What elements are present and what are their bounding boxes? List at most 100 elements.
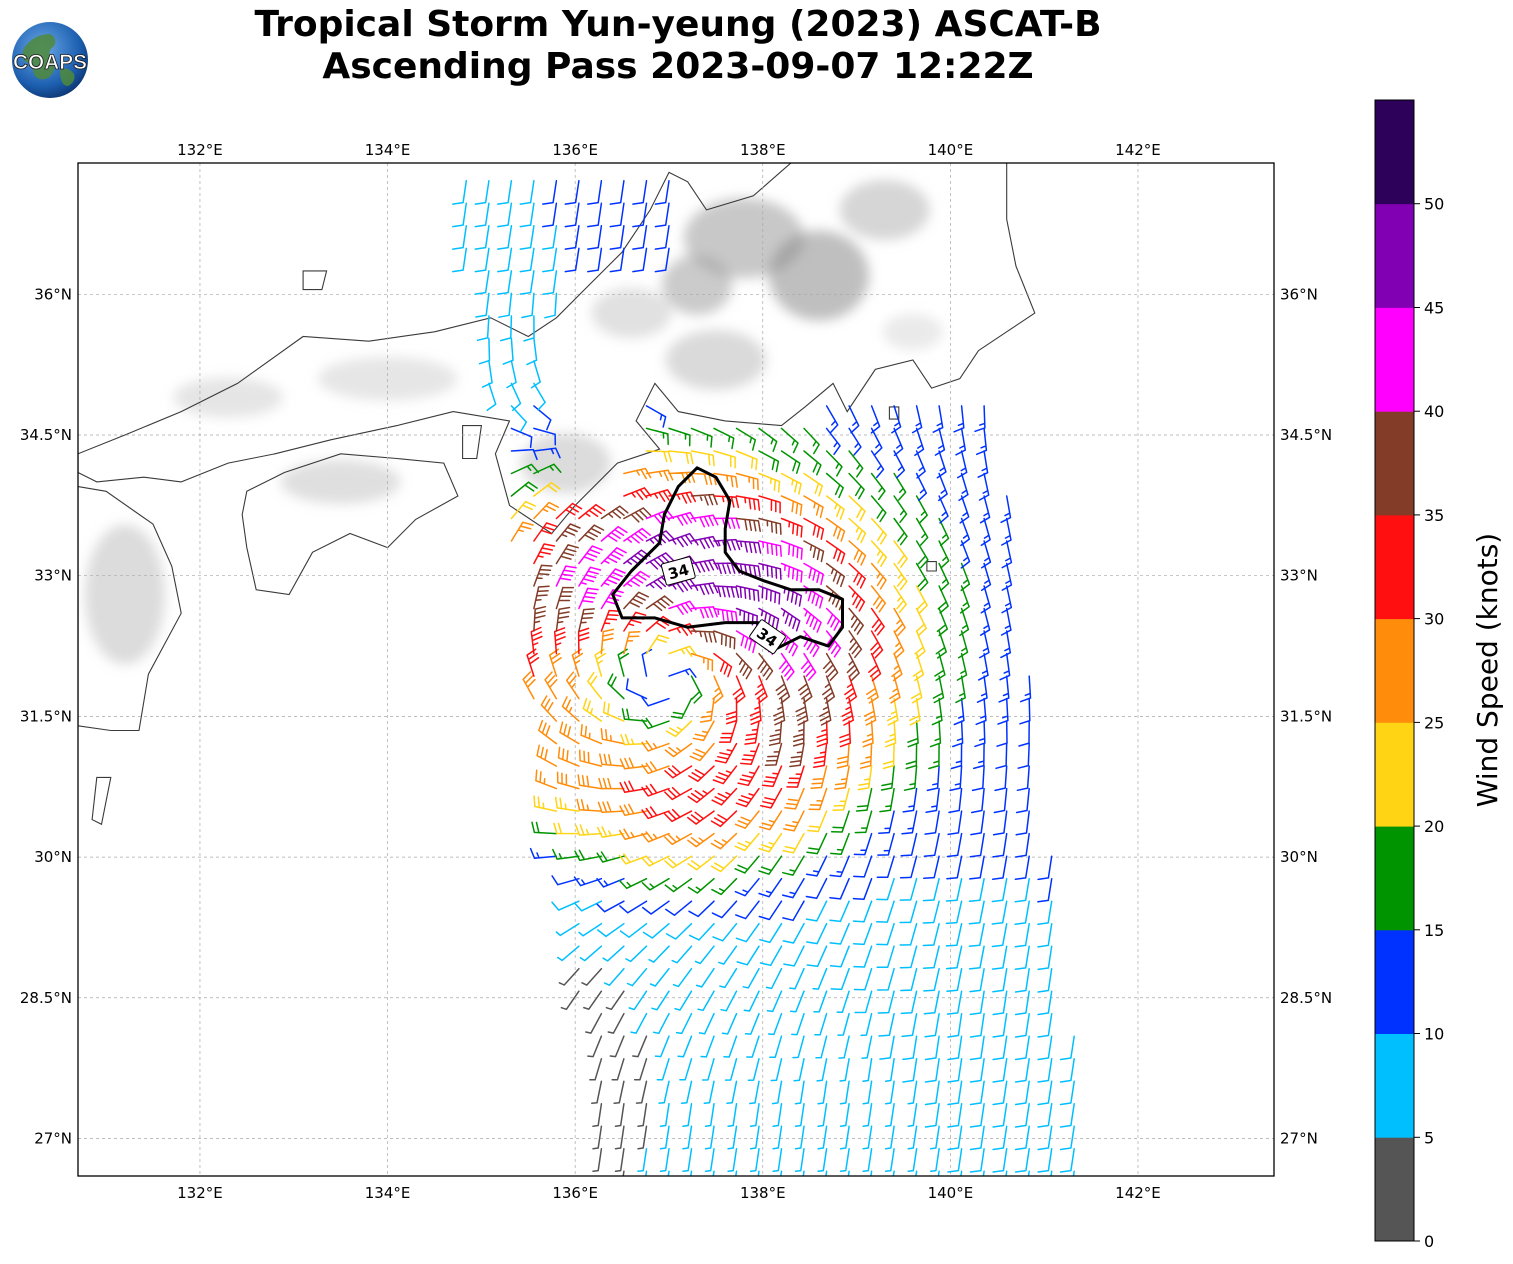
wind-barb xyxy=(533,463,562,475)
wind-barb xyxy=(960,1170,963,1176)
wind-barb xyxy=(749,1148,760,1173)
wind-barb xyxy=(659,1125,670,1150)
wind-barb xyxy=(946,855,963,880)
wind-barb xyxy=(837,1012,850,1036)
lon-tick-label-bottom: 138°E xyxy=(740,1184,786,1202)
lat-tick-label-right: 30°N xyxy=(1280,848,1318,866)
wind-barb xyxy=(672,967,693,988)
coastline xyxy=(78,486,182,732)
colorbar-tick-label: 20 xyxy=(1424,817,1444,836)
wind-barb xyxy=(551,900,580,911)
lat-tick-label-right: 27°N xyxy=(1280,1129,1318,1147)
colorbar-bin xyxy=(1375,203,1414,308)
wind-barb xyxy=(576,798,603,812)
wind-barb xyxy=(581,967,603,986)
wind-barb xyxy=(533,605,547,632)
wind-barb xyxy=(937,585,949,614)
wind-barb xyxy=(841,697,855,726)
wind-barb xyxy=(726,1080,738,1105)
wind-barb xyxy=(814,1012,828,1036)
wind-barb xyxy=(803,562,824,586)
wind-barb xyxy=(956,652,968,681)
wind-barb xyxy=(817,1103,828,1128)
wind-barb xyxy=(870,405,881,434)
wind-barb xyxy=(893,540,908,568)
wind-barb xyxy=(969,1035,985,1061)
wind-barb xyxy=(772,1103,783,1128)
colorbar: 0 5 10 15 20 25 30 35 40 45 50 Wind Speed (knots) xyxy=(1374,99,1504,1251)
wind-barb xyxy=(519,247,535,273)
wind-barb xyxy=(645,615,673,632)
wind-barb xyxy=(1014,1125,1030,1151)
wind-barb xyxy=(876,855,895,878)
wind-barb xyxy=(690,606,718,619)
wind-barb xyxy=(1037,1125,1053,1151)
wind-barb xyxy=(690,675,703,704)
wind-barb xyxy=(497,247,513,273)
wind-barb xyxy=(955,427,967,456)
wind-barb xyxy=(993,787,1008,814)
wind-barb xyxy=(711,900,738,919)
wind-barb xyxy=(953,697,965,726)
wind-barb xyxy=(901,810,918,835)
wind-barb xyxy=(832,787,850,811)
wind-barb xyxy=(497,225,513,250)
wind-barb xyxy=(555,606,571,632)
wind-barb xyxy=(848,562,866,589)
wind-barb xyxy=(830,810,850,833)
wind-barb xyxy=(531,821,558,835)
wind-barb xyxy=(506,360,517,389)
wind-barb xyxy=(1050,1170,1053,1176)
lat-tick-label-right: 34.5°N xyxy=(1280,426,1332,444)
wind-barb xyxy=(582,697,603,722)
lat-tick-label-right: 33°N xyxy=(1280,567,1318,585)
wind-barb xyxy=(852,900,873,923)
wind-barb xyxy=(816,1058,828,1082)
wind-barb xyxy=(714,742,738,764)
wind-barb xyxy=(522,671,536,700)
wind-barb xyxy=(735,540,762,554)
wind-barb xyxy=(630,1012,648,1034)
wind-barb xyxy=(592,1125,603,1150)
wind-barb xyxy=(810,765,828,789)
wind-barb xyxy=(641,877,670,891)
wind-barb xyxy=(587,180,603,205)
wind-barb xyxy=(848,405,860,434)
coastline xyxy=(926,561,937,572)
wind-barb xyxy=(641,806,670,820)
wind-barb xyxy=(969,967,985,993)
wind-barb xyxy=(1017,742,1030,769)
wind-barb xyxy=(782,900,805,922)
wind-barb xyxy=(848,540,867,566)
wind-barb xyxy=(452,202,468,228)
wind-barbs xyxy=(452,180,1075,1176)
wind-barb xyxy=(548,648,562,677)
wind-barb xyxy=(938,472,948,502)
wind-barb xyxy=(878,1012,895,1037)
wind-barb xyxy=(1019,675,1032,703)
wind-barb xyxy=(538,719,558,745)
wind-barb xyxy=(1059,1058,1075,1083)
wind-barb xyxy=(853,967,873,991)
wind-barb xyxy=(876,877,895,901)
wind-barb xyxy=(829,900,850,923)
wind-barb xyxy=(645,552,674,570)
wind-barb xyxy=(727,1103,738,1128)
wind-barb xyxy=(980,562,992,592)
wind-barb xyxy=(758,427,778,453)
wind-barb xyxy=(808,787,828,811)
wind-barb xyxy=(623,570,651,587)
wind-barb xyxy=(533,501,560,520)
wind-barb xyxy=(915,562,929,591)
lat-tick-label-left: 27°N xyxy=(34,1129,72,1147)
wind-barb xyxy=(923,967,940,992)
wind-barb xyxy=(825,517,846,542)
wind-barb xyxy=(596,826,625,838)
wind-barb xyxy=(884,1103,895,1128)
wind-barb xyxy=(749,1103,760,1128)
wind-barb xyxy=(587,202,603,228)
title-line-1: Tropical Storm Yun-yeung (2023) ASCAT-B xyxy=(254,4,1102,45)
wind-barb xyxy=(757,1170,760,1176)
wind-barb xyxy=(623,507,652,523)
wind-barb xyxy=(641,855,670,867)
